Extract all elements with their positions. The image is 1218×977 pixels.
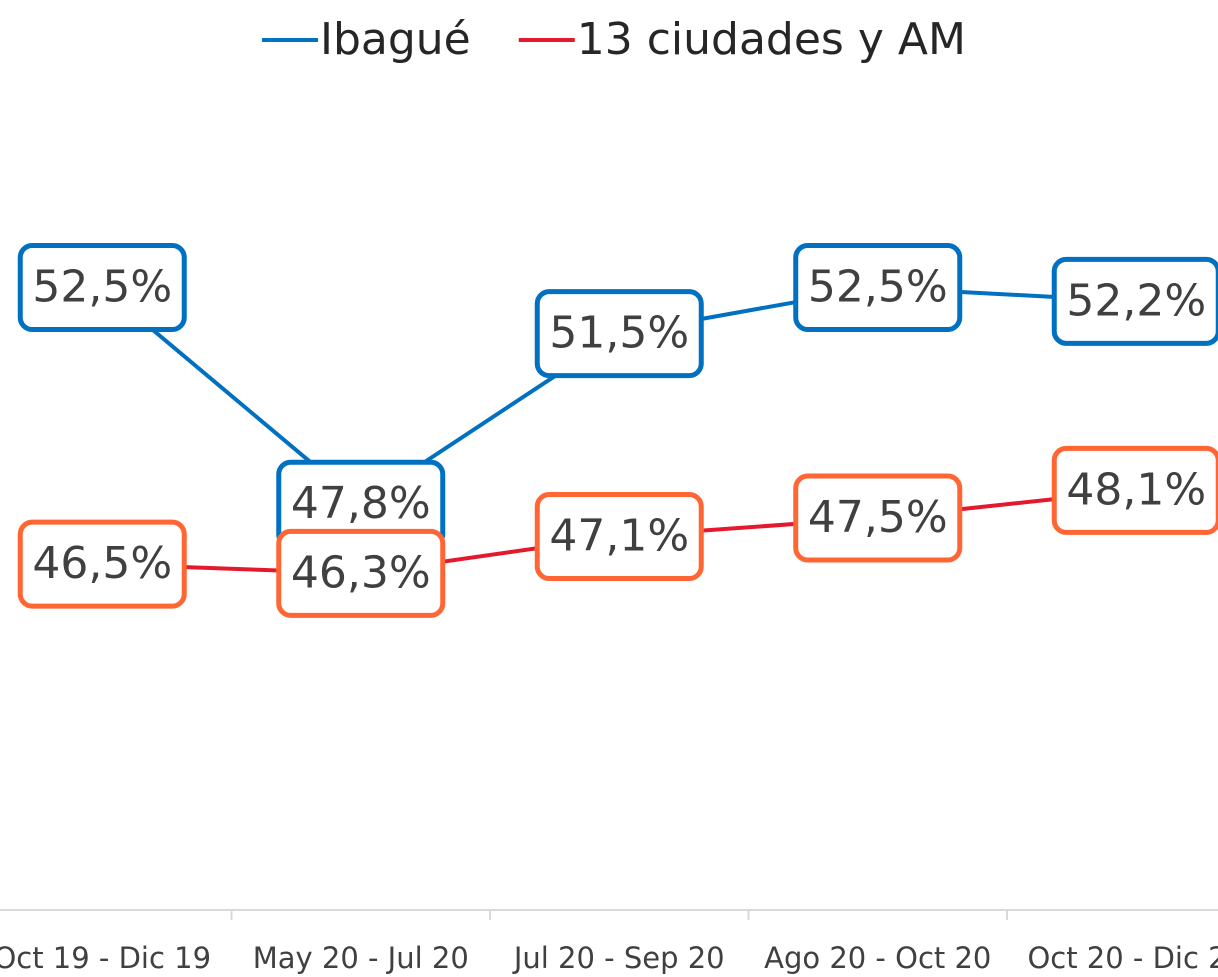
x-tick-label: May 20 - Jul 20 [253,941,469,975]
x-tick-label: Jul 20 - Sep 20 [512,941,725,975]
data-label-box [793,243,963,332]
data-label-box [793,473,963,563]
data-label: 46,5% [32,538,172,589]
data-label: 46,3% [291,547,431,598]
data-label-box [276,528,446,618]
data-label-box [534,492,704,581]
data-label-box [1051,445,1218,535]
legend-label: Ibagué [320,14,471,65]
data-label: 48,1% [1066,464,1206,515]
data-label-box [17,243,187,332]
x-tick-label: Ago 20 - Oct 20 [764,941,991,975]
data-label: 51,5% [549,308,689,359]
data-label: 47,1% [549,511,689,562]
data-label: 52,5% [808,262,948,313]
data-label: 52,2% [1066,275,1206,326]
data-label-box [1051,256,1218,346]
data-label: 47,8% [291,478,431,529]
data-label-box [17,519,187,609]
legend: Ibagué 13 ciudades y AM [262,14,966,65]
x-tick-label: Oct 20 - Dic 20 [1027,941,1218,975]
legend-label: 13 ciudades y AM [577,14,966,65]
data-label: 52,5% [32,262,172,313]
data-label-box [534,289,704,379]
data-label: 47,5% [808,492,948,543]
x-tick-label: Oct 19 - Dic 19 [0,941,211,975]
